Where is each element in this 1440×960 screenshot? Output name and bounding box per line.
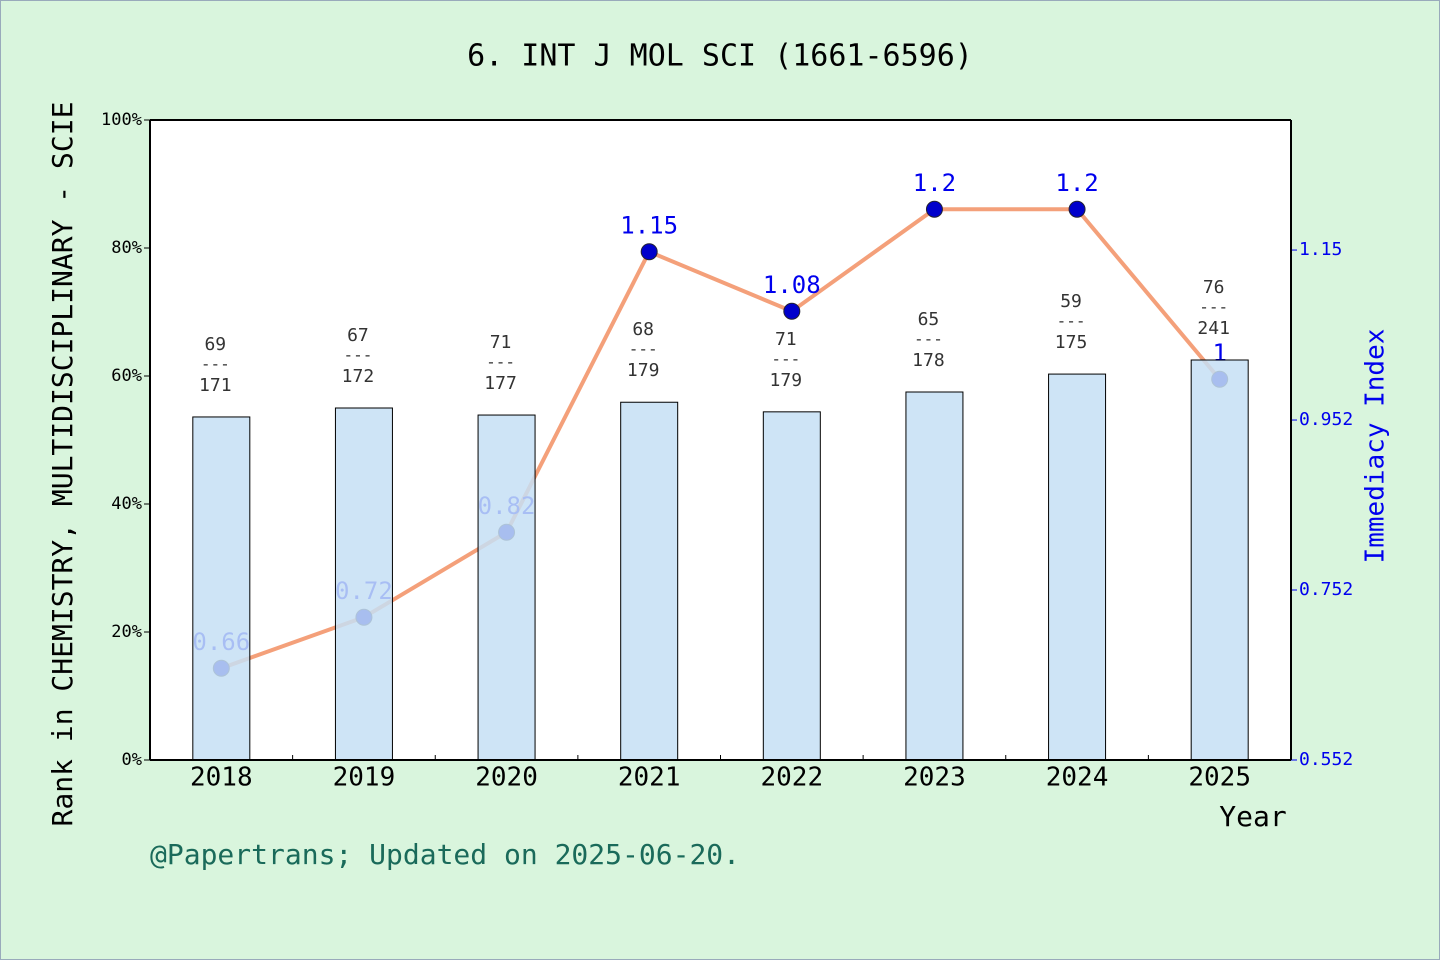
rank-separator: ---	[629, 340, 658, 359]
bar	[620, 401, 679, 761]
x-tick-label: 2019	[333, 763, 396, 793]
y-tick-label: 40%	[111, 494, 142, 514]
rank-separator: ---	[343, 346, 372, 365]
x-tick-label: 2018	[190, 763, 253, 793]
x-tick-label: 2025	[1188, 763, 1251, 793]
rank-label: 68	[632, 319, 654, 340]
bar	[477, 414, 536, 761]
plot-area	[150, 120, 1291, 760]
total-label: 175	[1055, 332, 1088, 353]
bar	[192, 416, 251, 761]
x-tick-label: 2020	[475, 763, 538, 793]
bar	[905, 391, 964, 761]
y2-axis-label: Immediacy Index	[1361, 329, 1391, 564]
y2-tick-label: 1.15	[1299, 239, 1342, 260]
total-label: 177	[484, 373, 517, 394]
rank-label: 67	[347, 325, 369, 346]
y-tick-label: 20%	[111, 622, 142, 642]
rank-label: 76	[1203, 277, 1225, 298]
marker	[1068, 200, 1086, 218]
value-label: 1.15	[620, 212, 678, 240]
rank-label: 59	[1060, 291, 1082, 312]
bar	[762, 411, 821, 761]
y-tick-label: 100%	[101, 110, 142, 130]
total-label: 241	[1197, 318, 1230, 339]
rank-separator: ---	[1199, 298, 1228, 317]
x-tick-label: 2021	[618, 763, 681, 793]
rank-label: 71	[775, 329, 797, 350]
total-label: 171	[199, 375, 232, 396]
bar	[1048, 373, 1107, 761]
rank-separator: ---	[914, 330, 943, 349]
y2-tick-label: 0.752	[1299, 579, 1353, 600]
marker	[783, 302, 801, 320]
total-label: 179	[770, 370, 803, 391]
y2-tick-label: 0.552	[1299, 749, 1353, 770]
rank-label: 69	[204, 334, 226, 355]
footer: @Papertrans; Updated on 2025-06-20.	[150, 838, 740, 871]
marker	[640, 243, 658, 261]
rank-label: 71	[490, 332, 512, 353]
x-tick-label: 2022	[761, 763, 824, 793]
y2-tick-label: 0.952	[1299, 409, 1353, 430]
value-label: 1.08	[763, 271, 821, 299]
bar	[334, 407, 393, 761]
total-label: 178	[912, 350, 945, 371]
y-tick-label: 0%	[122, 750, 142, 770]
chart-title: 6. INT J MOL SCI (1661-6596)	[467, 39, 973, 74]
rank-label: 65	[918, 309, 940, 330]
value-label: 1.2	[1055, 169, 1098, 197]
marker	[925, 200, 943, 218]
y-tick-label: 60%	[111, 366, 142, 386]
x-axis-label: Year	[1219, 800, 1286, 833]
value-label: 1.2	[913, 169, 956, 197]
rank-separator: ---	[201, 354, 230, 373]
rank-separator: ---	[486, 353, 515, 372]
y-tick-label: 80%	[111, 238, 142, 258]
total-label: 172	[342, 366, 375, 387]
total-label: 179	[627, 360, 660, 381]
bar	[1190, 359, 1249, 761]
x-tick-label: 2024	[1046, 763, 1109, 793]
y-axis-label: Rank in CHEMISTRY, MULTIDISCIPLINARY - S…	[46, 102, 79, 827]
rank-separator: ---	[1057, 312, 1086, 331]
rank-separator: ---	[771, 349, 800, 368]
x-tick-label: 2023	[903, 763, 966, 793]
